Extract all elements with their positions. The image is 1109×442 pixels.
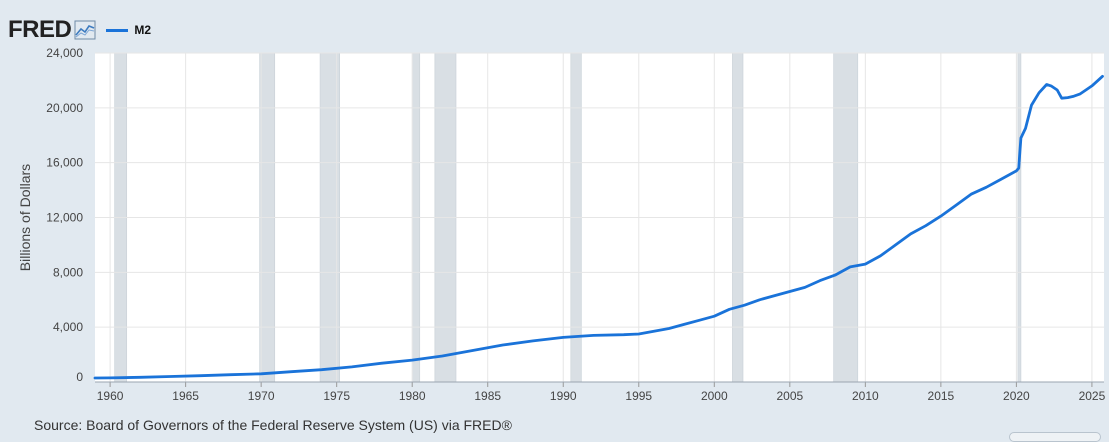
legend[interactable]: M2 — [106, 23, 151, 37]
legend-label-m2: M2 — [134, 23, 152, 37]
y-tick-label: 20,000 — [46, 101, 83, 115]
y-tick-label: 0 — [76, 370, 83, 384]
chart-header: FRED M2 — [8, 16, 151, 44]
x-tick-label: 2005 — [776, 389, 803, 403]
x-tick-label: 1965 — [172, 389, 199, 403]
x-tick-label: 2010 — [852, 389, 879, 403]
x-tick-label: 1985 — [474, 389, 501, 403]
x-tick-label: 2025 — [1079, 389, 1106, 403]
x-tick-label: 1960 — [97, 389, 124, 403]
x-tick-label: 2015 — [928, 389, 955, 403]
notes-tab[interactable] — [1009, 432, 1101, 442]
y-tick-label: 24,000 — [46, 46, 83, 60]
y-tick-label: 12,000 — [46, 211, 83, 225]
x-tick-label: 2000 — [701, 389, 728, 403]
y-tick-label: 8,000 — [53, 265, 83, 279]
x-tick-label: 1980 — [399, 389, 426, 403]
y-tick-label: 16,000 — [46, 156, 83, 170]
fred-logo[interactable]: FRED — [8, 16, 72, 43]
x-tick-label: 1990 — [550, 389, 577, 403]
trend-line-icon — [74, 20, 96, 40]
y-tick-label: 4,000 — [53, 320, 83, 334]
legend-swatch-m2 — [106, 28, 129, 32]
x-tick-label: 1995 — [625, 389, 652, 403]
series-line-m2[interactable] — [93, 74, 1104, 380]
x-tick-label: 2020 — [1003, 389, 1030, 403]
y-axis-label: Billions of Dollars — [17, 164, 33, 271]
x-tick-label: 1975 — [323, 389, 350, 403]
source-note: Source: Board of Governors of the Federa… — [34, 417, 512, 433]
x-tick-label: 1970 — [248, 389, 275, 403]
